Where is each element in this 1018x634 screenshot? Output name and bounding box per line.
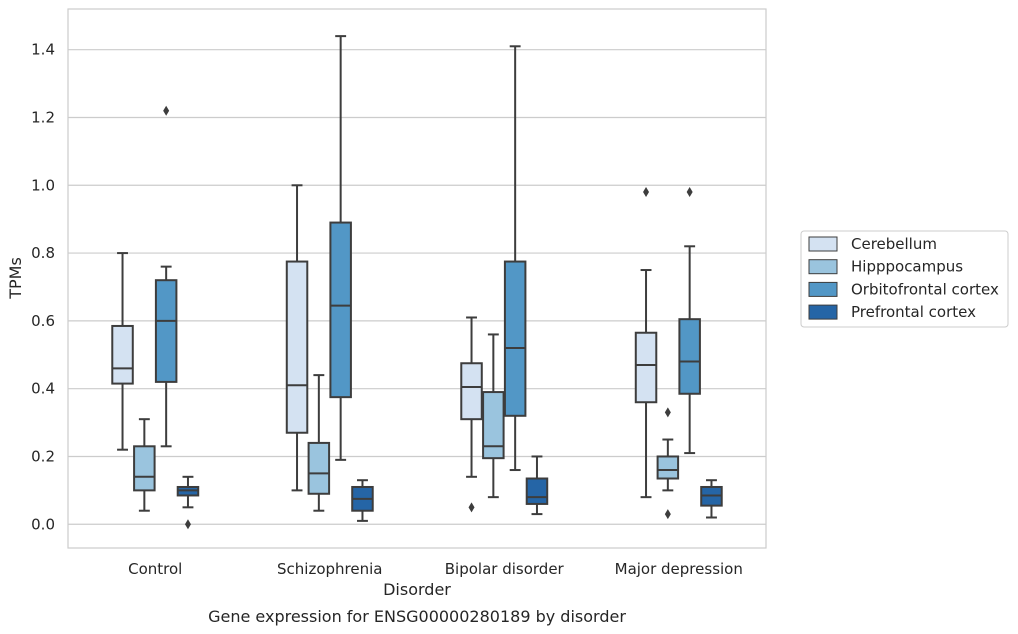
y-tick-labels: 0.0 0.2 0.4 0.6 0.8 1.0 1.2 1.4	[31, 41, 55, 534]
y-tick-label: 0.2	[31, 447, 55, 465]
outlier-point	[468, 502, 475, 513]
legend-swatch	[808, 304, 838, 320]
figure-caption: Gene expression for ENSG00000280189 by d…	[208, 607, 626, 626]
legend: Cerebellum Hipppocampus Orbitofrontal cort…	[800, 230, 1009, 328]
x-tick-labels: Control Schizophrenia Bipolar disorder Majo…	[128, 560, 743, 578]
outlier-point	[643, 187, 650, 198]
box-3-0	[176, 475, 200, 530]
plot-frame	[67, 8, 767, 549]
y-axis-label: TPMs	[6, 257, 25, 300]
box-2-2	[503, 45, 527, 472]
y-tick-label: 1.4	[31, 41, 55, 59]
box-iqr	[329, 221, 352, 399]
box-iqr	[678, 318, 701, 395]
outlier-point	[163, 105, 170, 116]
box-2-3	[678, 187, 701, 455]
y-tick-label: 1.2	[31, 108, 55, 126]
box-iqr	[111, 324, 134, 385]
legend-swatch	[808, 236, 838, 252]
x-tick-label: Major depression	[615, 560, 743, 578]
box-iqr	[503, 260, 527, 417]
legend-label: Cerebellum	[851, 235, 937, 253]
x-axis-label: Disorder	[383, 580, 451, 599]
box-0-1	[285, 184, 309, 492]
y-tick-label: 0.8	[31, 244, 55, 262]
box-1-1	[307, 374, 331, 512]
x-tick-label: Schizophrenia	[277, 560, 382, 578]
box-0-0	[111, 252, 134, 451]
box-iqr	[482, 391, 505, 460]
box-iqr	[656, 455, 680, 480]
legend-swatch	[808, 259, 838, 275]
x-tick-label: Bipolar disorder	[445, 560, 565, 578]
box-2-1	[329, 35, 352, 461]
outlier-point	[664, 509, 671, 520]
box-1-2	[482, 333, 505, 499]
box-iqr	[307, 441, 331, 495]
grid-lines	[68, 49, 766, 525]
box-1-3	[656, 407, 680, 520]
x-tick-label: Control	[128, 560, 182, 578]
y-tick-label: 0.6	[31, 312, 55, 330]
box-3-1	[351, 479, 374, 522]
box-2-0	[154, 105, 178, 448]
outlier-point	[686, 187, 693, 198]
legend-label: Hipppocampus	[851, 258, 963, 276]
y-tick-label: 0.4	[31, 380, 55, 398]
box-3-2	[525, 455, 549, 516]
y-tick-label: 1.0	[31, 176, 55, 194]
box-iqr	[285, 260, 309, 434]
legend-label: Prefrontal cortex	[851, 303, 976, 321]
outlier-point	[664, 407, 671, 418]
box-iqr	[525, 477, 549, 505]
box-iqr	[634, 331, 658, 404]
box-iqr	[460, 362, 483, 421]
box-0-2	[460, 316, 483, 513]
y-tick-label: 0.0	[31, 515, 55, 533]
outlier-point	[184, 519, 191, 530]
box-1-0	[133, 418, 156, 512]
legend-frame	[800, 230, 1009, 328]
box-iqr	[133, 445, 156, 492]
box-iqr	[154, 279, 178, 383]
box-0-3	[634, 187, 658, 499]
legend-swatch	[808, 281, 838, 297]
box-3-3	[700, 479, 723, 519]
legend-label: Orbitofrontal cortex	[851, 280, 999, 298]
boxes	[111, 35, 723, 530]
